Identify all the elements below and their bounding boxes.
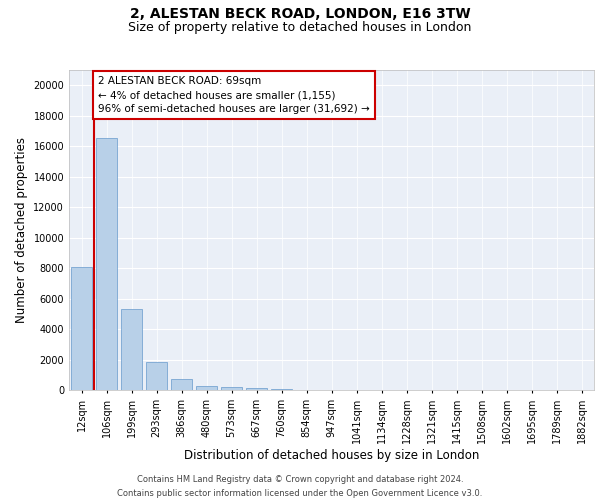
Bar	[71, 266, 92, 390]
Text: Size of property relative to detached houses in London: Size of property relative to detached ho…	[128, 21, 472, 34]
Text: Contains HM Land Registry data © Crown copyright and database right 2024.
Contai: Contains HM Land Registry data © Crown c…	[118, 476, 482, 498]
Bar	[246, 388, 267, 390]
Bar	[196, 386, 217, 390]
X-axis label: Distribution of detached houses by size in London: Distribution of detached houses by size …	[184, 448, 479, 462]
Text: 2, ALESTAN BECK ROAD, LONDON, E16 3TW: 2, ALESTAN BECK ROAD, LONDON, E16 3TW	[130, 8, 470, 22]
Bar	[221, 387, 242, 390]
Bar	[171, 379, 192, 390]
Text: 2 ALESTAN BECK ROAD: 69sqm
← 4% of detached houses are smaller (1,155)
96% of se: 2 ALESTAN BECK ROAD: 69sqm ← 4% of detac…	[98, 76, 370, 114]
Y-axis label: Number of detached properties: Number of detached properties	[15, 137, 28, 323]
Bar	[96, 138, 117, 390]
Bar	[146, 362, 167, 390]
Bar	[121, 309, 142, 390]
Bar	[271, 389, 292, 390]
